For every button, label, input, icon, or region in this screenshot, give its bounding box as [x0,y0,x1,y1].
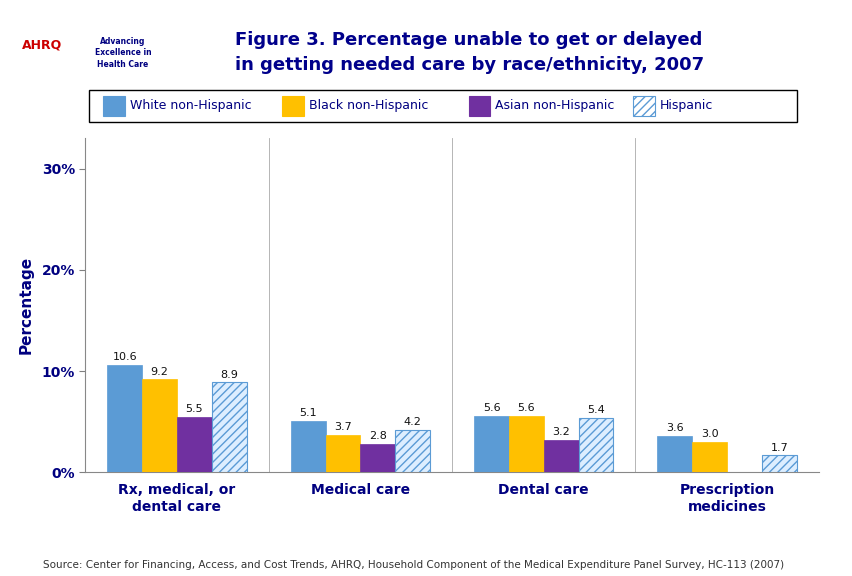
Bar [360,444,394,472]
Text: AHRQ: AHRQ [22,39,62,52]
Text: 5.6: 5.6 [482,403,500,413]
Text: Hispanic: Hispanic [659,100,712,112]
Text: 9.2: 9.2 [151,367,169,377]
Text: 3.7: 3.7 [334,422,351,433]
FancyBboxPatch shape [468,96,490,116]
Text: 5.4: 5.4 [586,405,604,415]
Bar [177,416,211,472]
Bar [692,442,727,472]
Text: Black non-Hispanic: Black non-Hispanic [308,100,428,112]
Text: 5.5: 5.5 [186,404,203,414]
Text: 3.2: 3.2 [552,427,569,437]
Text: 4.2: 4.2 [403,417,421,427]
Bar [509,416,544,472]
Bar [394,430,429,472]
Text: 3.6: 3.6 [665,423,683,433]
Y-axis label: Percentage: Percentage [18,256,33,354]
Bar [474,416,509,472]
Text: 5.1: 5.1 [299,408,317,418]
Text: White non-Hispanic: White non-Hispanic [130,100,251,112]
FancyBboxPatch shape [89,89,796,123]
Bar [578,418,613,472]
Bar [325,435,360,472]
Text: Figure 3. Percentage unable to get or delayed
in getting needed care by race/eth: Figure 3. Percentage unable to get or de… [234,31,703,74]
FancyBboxPatch shape [72,28,173,78]
Bar [291,420,325,472]
Bar [544,440,578,472]
FancyBboxPatch shape [633,96,654,116]
Bar [107,365,142,472]
Bar [142,379,177,472]
Text: 1.7: 1.7 [769,442,787,453]
Text: 2.8: 2.8 [368,431,386,441]
Text: Asian non-Hispanic: Asian non-Hispanic [494,100,613,112]
Bar [761,455,796,472]
Text: 8.9: 8.9 [220,370,238,380]
Text: 5.6: 5.6 [517,403,534,413]
Bar [657,436,692,472]
Bar [211,382,246,472]
FancyBboxPatch shape [103,96,124,116]
Text: Advancing
Excellence in
Health Care: Advancing Excellence in Health Care [95,37,151,69]
Text: 10.6: 10.6 [112,353,137,362]
Text: 3.0: 3.0 [700,430,717,439]
Text: Source: Center for Financing, Access, and Cost Trends, AHRQ, Household Component: Source: Center for Financing, Access, an… [43,560,783,570]
FancyBboxPatch shape [282,96,303,116]
